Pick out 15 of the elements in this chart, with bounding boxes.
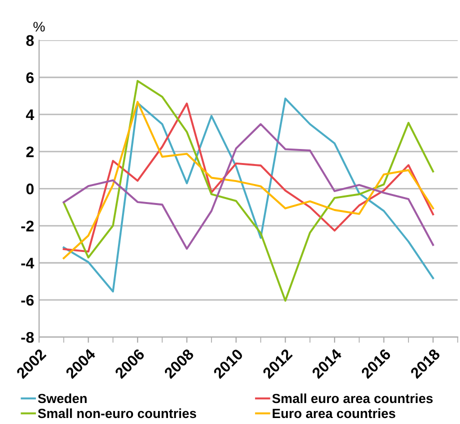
legend-label: Small non-euro countries <box>38 408 196 418</box>
y-tick-label: 4 <box>26 110 34 120</box>
y-axis-title: % <box>33 22 45 32</box>
y-tick-label: 8 <box>26 35 34 46</box>
legend-label: Euro area countries <box>272 408 396 418</box>
y-tick-label: -6 <box>21 294 34 306</box>
legend-label: Sweden <box>38 393 87 404</box>
y-tick-label: -2 <box>21 220 34 232</box>
y-tick-label: 0 <box>26 184 34 194</box>
y-tick-label: -4 <box>21 258 34 268</box>
y-tick-label: 6 <box>26 72 34 84</box>
y-tick-label: 2 <box>26 146 34 158</box>
legend-label: Small euro area countries <box>272 393 433 404</box>
y-tick-label: -8 <box>21 332 34 343</box>
line-series <box>62 123 434 250</box>
